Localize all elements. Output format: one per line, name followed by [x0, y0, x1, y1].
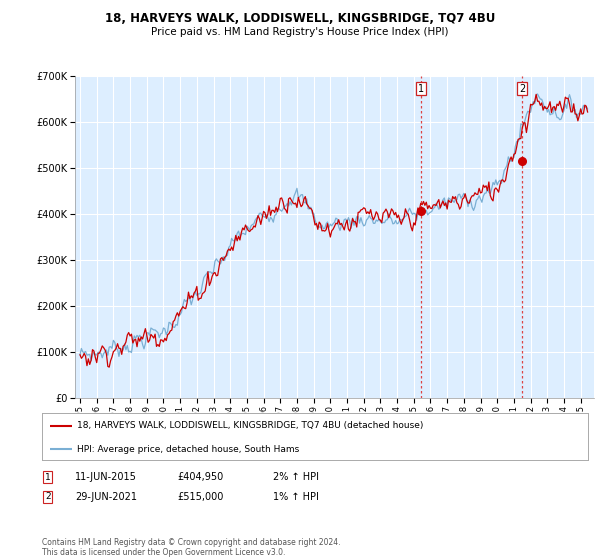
Text: 1: 1: [45, 473, 51, 482]
Text: Contains HM Land Registry data © Crown copyright and database right 2024.
This d: Contains HM Land Registry data © Crown c…: [42, 538, 341, 557]
Text: 29-JUN-2021: 29-JUN-2021: [75, 492, 137, 502]
Text: 18, HARVEYS WALK, LODDISWELL, KINGSBRIDGE, TQ7 4BU: 18, HARVEYS WALK, LODDISWELL, KINGSBRIDG…: [105, 12, 495, 25]
Text: £404,950: £404,950: [177, 472, 223, 482]
Text: 11-JUN-2015: 11-JUN-2015: [75, 472, 137, 482]
Text: 1% ↑ HPI: 1% ↑ HPI: [273, 492, 319, 502]
Text: 1: 1: [418, 83, 424, 94]
Text: £515,000: £515,000: [177, 492, 223, 502]
Text: 2: 2: [45, 492, 50, 501]
Text: 18, HARVEYS WALK, LODDISWELL, KINGSBRIDGE, TQ7 4BU (detached house): 18, HARVEYS WALK, LODDISWELL, KINGSBRIDG…: [77, 421, 424, 430]
Text: HPI: Average price, detached house, South Hams: HPI: Average price, detached house, Sout…: [77, 445, 300, 454]
Text: 2: 2: [519, 83, 525, 94]
Text: Price paid vs. HM Land Registry's House Price Index (HPI): Price paid vs. HM Land Registry's House …: [151, 27, 449, 37]
Text: 2% ↑ HPI: 2% ↑ HPI: [273, 472, 319, 482]
